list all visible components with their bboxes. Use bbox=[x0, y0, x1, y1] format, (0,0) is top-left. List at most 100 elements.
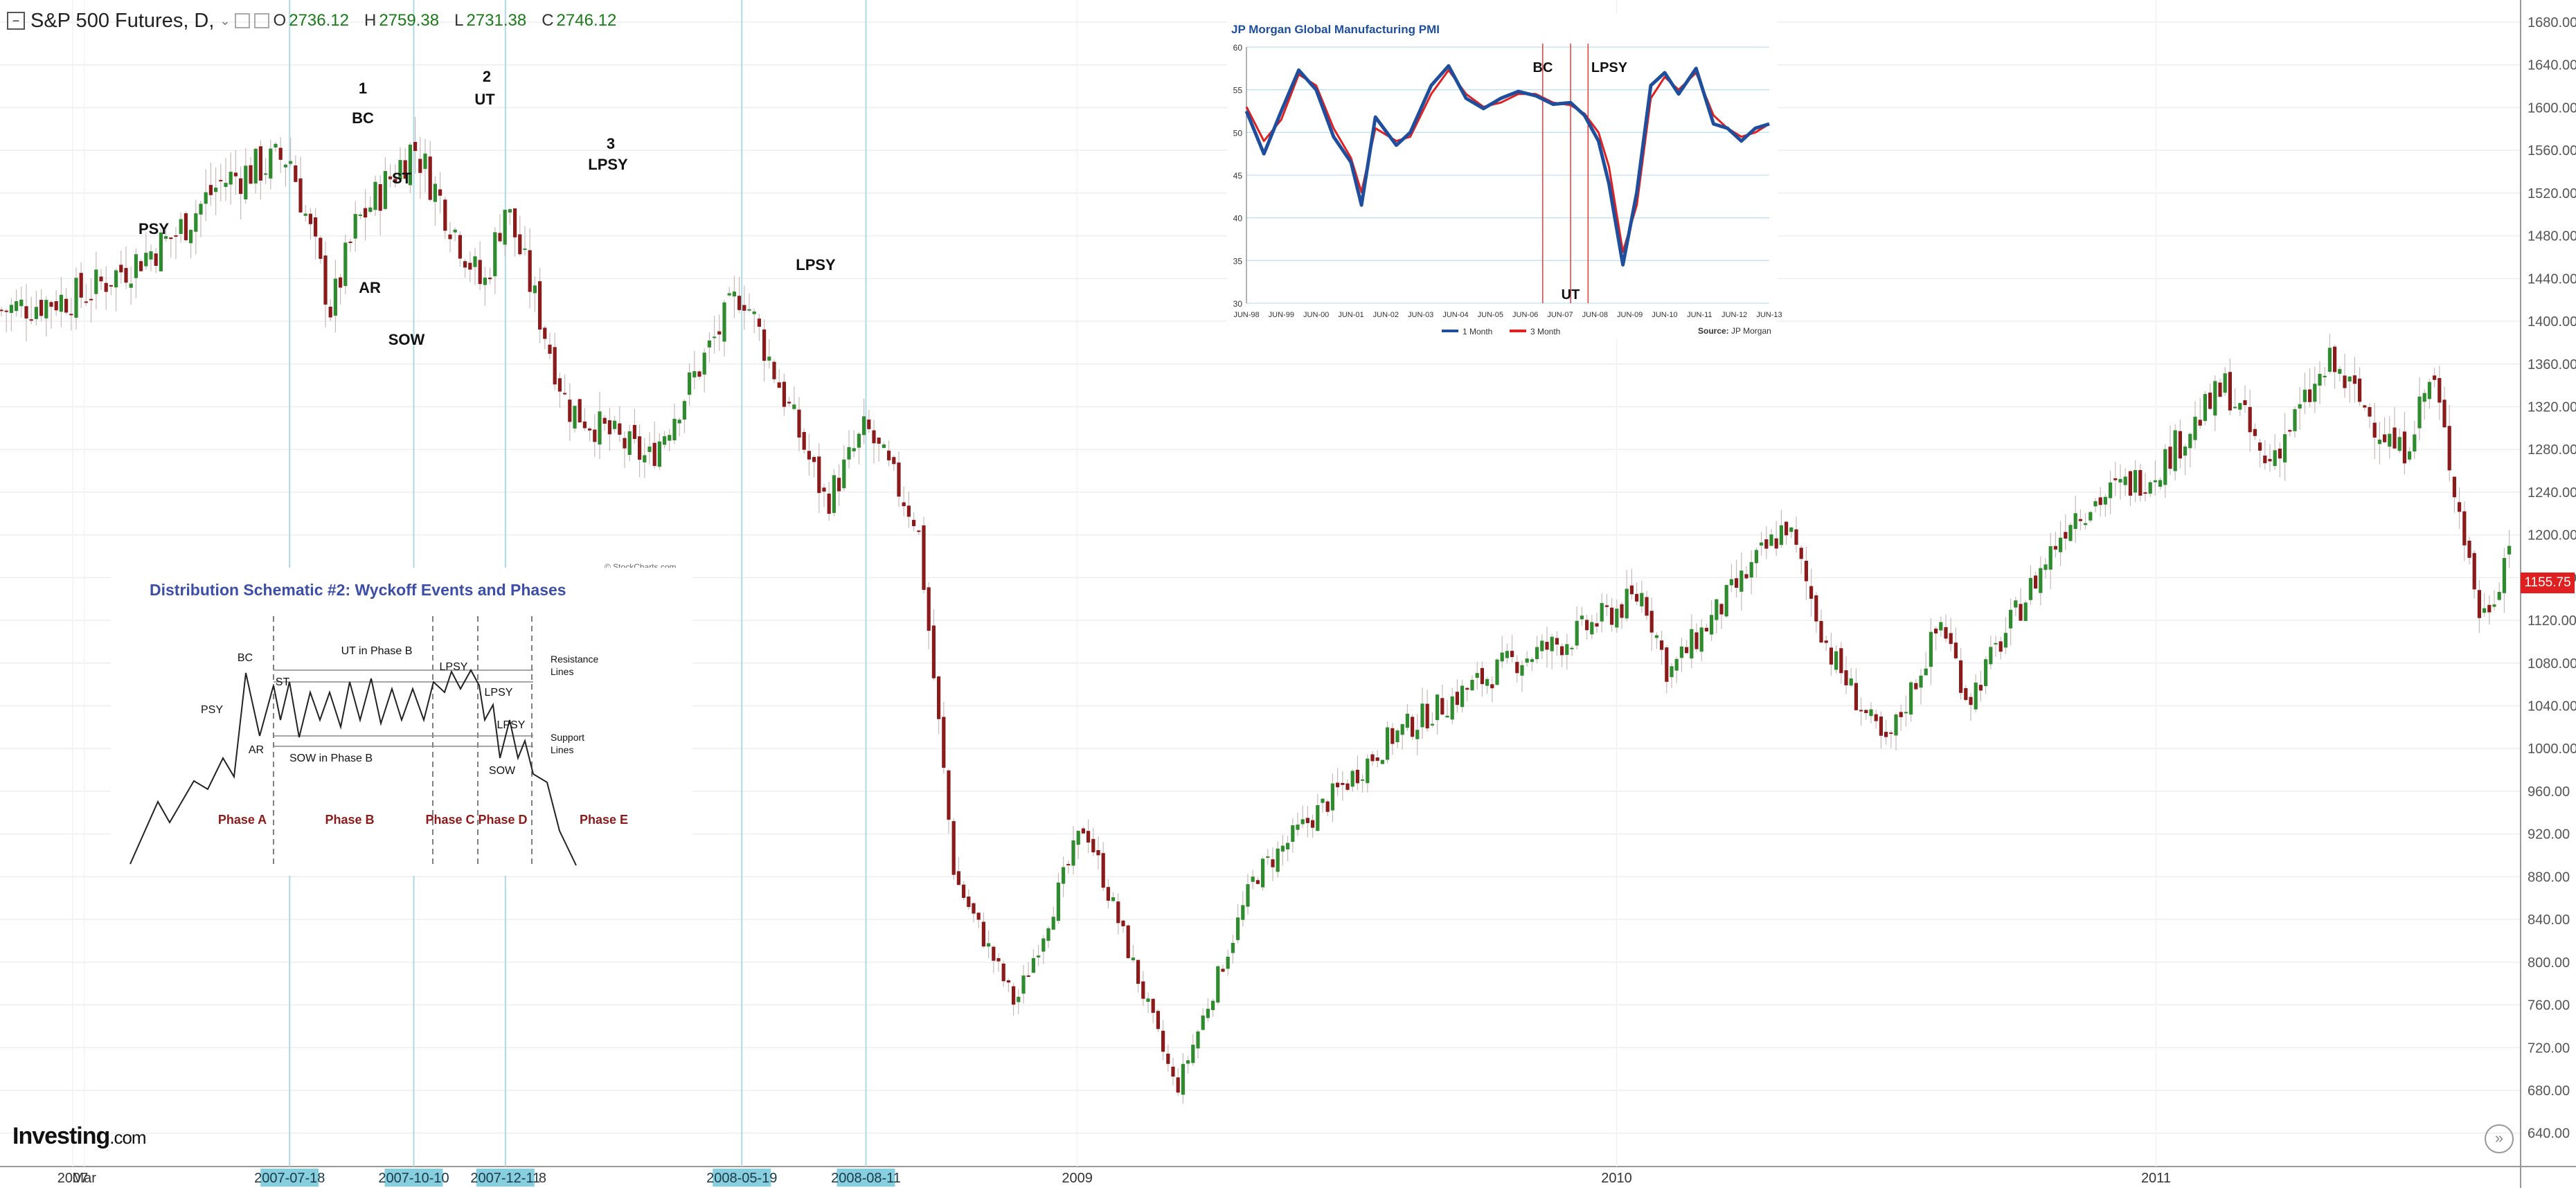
pmi-source-label: Source: bbox=[1698, 326, 1729, 336]
schematic-event-label: AR bbox=[249, 744, 264, 756]
candle-down bbox=[1081, 828, 1085, 834]
candle-up bbox=[2318, 373, 2322, 386]
settings-icon[interactable] bbox=[234, 13, 250, 28]
candle-down bbox=[1949, 633, 1953, 645]
chevron-down-icon[interactable]: ⌄ bbox=[220, 13, 231, 28]
candle-up bbox=[1615, 609, 1619, 628]
candle-down bbox=[593, 429, 597, 442]
pmi-legend-label: 3 Month bbox=[1530, 327, 1560, 336]
candle-down bbox=[239, 178, 243, 195]
schematic-price-path bbox=[129, 668, 577, 866]
candle-down bbox=[906, 505, 911, 517]
candle-up bbox=[1246, 884, 1250, 907]
candle-up bbox=[224, 183, 228, 187]
candle-up bbox=[1530, 659, 1534, 663]
candle-up bbox=[1994, 642, 1998, 645]
candle-down bbox=[1685, 647, 1689, 654]
candle-up bbox=[1196, 1031, 1200, 1049]
candle-down bbox=[1964, 688, 1968, 701]
y-tick-label: 1480.00 bbox=[2528, 229, 2576, 244]
candle-down bbox=[1610, 607, 1614, 625]
candle-down bbox=[2278, 448, 2282, 459]
candle-down bbox=[2268, 458, 2272, 462]
phase-label: Phase E bbox=[580, 813, 628, 827]
candle-up bbox=[1231, 942, 1235, 953]
candle-down bbox=[2263, 456, 2267, 464]
candle-up bbox=[2183, 447, 2188, 456]
candle-up bbox=[1051, 917, 1055, 930]
candle-down bbox=[1465, 687, 1469, 690]
candle-up bbox=[2173, 430, 2177, 471]
candle-down bbox=[2034, 575, 2038, 589]
candle-down bbox=[2258, 442, 2262, 451]
candle-up bbox=[767, 357, 771, 361]
candle-down bbox=[1255, 880, 1260, 884]
schematic-side-label: Lines bbox=[551, 744, 573, 755]
candle-down bbox=[2138, 469, 2143, 496]
investing-logo[interactable]: Investing.com bbox=[12, 1123, 147, 1149]
candle-down bbox=[1719, 604, 1724, 615]
schematic-event-label: ST bbox=[276, 676, 290, 688]
candle-down bbox=[902, 502, 906, 507]
schematic-side-label: Lines bbox=[551, 666, 573, 677]
candle-down bbox=[1370, 754, 1375, 762]
candle-down bbox=[1271, 859, 1275, 867]
close-icon[interactable] bbox=[253, 13, 269, 28]
candle-down bbox=[403, 160, 407, 179]
symbol-title[interactable]: S&P 500 Futures, D, bbox=[30, 9, 215, 32]
schematic-event-label: BC bbox=[238, 652, 253, 664]
date-tag-label: 2008-05-19 bbox=[706, 1171, 777, 1186]
candle-down bbox=[578, 399, 582, 423]
y-tick-label: 1200.00 bbox=[2528, 528, 2576, 543]
candle-up bbox=[2417, 396, 2422, 429]
candle-down bbox=[1171, 1066, 1175, 1077]
candle-up bbox=[1849, 678, 1853, 686]
date-tag-box bbox=[713, 1169, 771, 1187]
candle-down bbox=[1814, 595, 1818, 622]
y-tick-label: 880.00 bbox=[2528, 870, 2570, 885]
candle-up bbox=[832, 475, 836, 513]
schematic-side-label: Resistance bbox=[551, 654, 598, 665]
candle-up bbox=[1395, 730, 1399, 743]
candle-down bbox=[488, 278, 492, 280]
candle-up bbox=[847, 447, 851, 460]
candle-up bbox=[1974, 682, 1978, 710]
candle-up bbox=[114, 270, 118, 288]
candle-up bbox=[373, 181, 377, 210]
x-tick-label: Mar bbox=[72, 1171, 96, 1186]
candle-up bbox=[1470, 680, 1474, 691]
date-tag-box bbox=[384, 1169, 443, 1187]
candle-down bbox=[1176, 1077, 1180, 1093]
candle-up bbox=[74, 278, 78, 318]
collapse-icon[interactable]: − bbox=[7, 12, 25, 30]
candle-up bbox=[1500, 652, 1504, 662]
candle-up bbox=[358, 214, 362, 216]
candle-down bbox=[1620, 604, 1624, 618]
pmi-panel bbox=[1227, 14, 1778, 339]
candle-up bbox=[2213, 381, 2217, 416]
pmi-x-tick: JUN-02 bbox=[1373, 311, 1399, 319]
y-tick-label: 1560.00 bbox=[2528, 143, 2576, 159]
candle-up bbox=[1710, 615, 1714, 635]
candle-up bbox=[1505, 651, 1509, 658]
candle-down bbox=[154, 253, 158, 267]
candle-up bbox=[194, 213, 198, 232]
candle-down bbox=[428, 156, 432, 200]
candle-up bbox=[2388, 433, 2392, 447]
candle-up bbox=[882, 444, 886, 449]
event-label: LPSY bbox=[796, 256, 836, 273]
candle-down bbox=[2383, 434, 2387, 442]
candle-down bbox=[867, 420, 871, 429]
candle-down bbox=[1555, 638, 1559, 645]
candle-up bbox=[707, 340, 711, 348]
candle-down bbox=[568, 399, 572, 422]
candle-down bbox=[632, 424, 636, 440]
candle-down bbox=[917, 530, 921, 532]
candle-up bbox=[1495, 659, 1499, 685]
candle-down bbox=[1953, 642, 1958, 658]
candle-up bbox=[1041, 938, 1046, 952]
scroll-forward-button[interactable]: » bbox=[2485, 1124, 2514, 1153]
event-label: LPSY bbox=[588, 156, 628, 173]
candle-down bbox=[0, 309, 3, 312]
